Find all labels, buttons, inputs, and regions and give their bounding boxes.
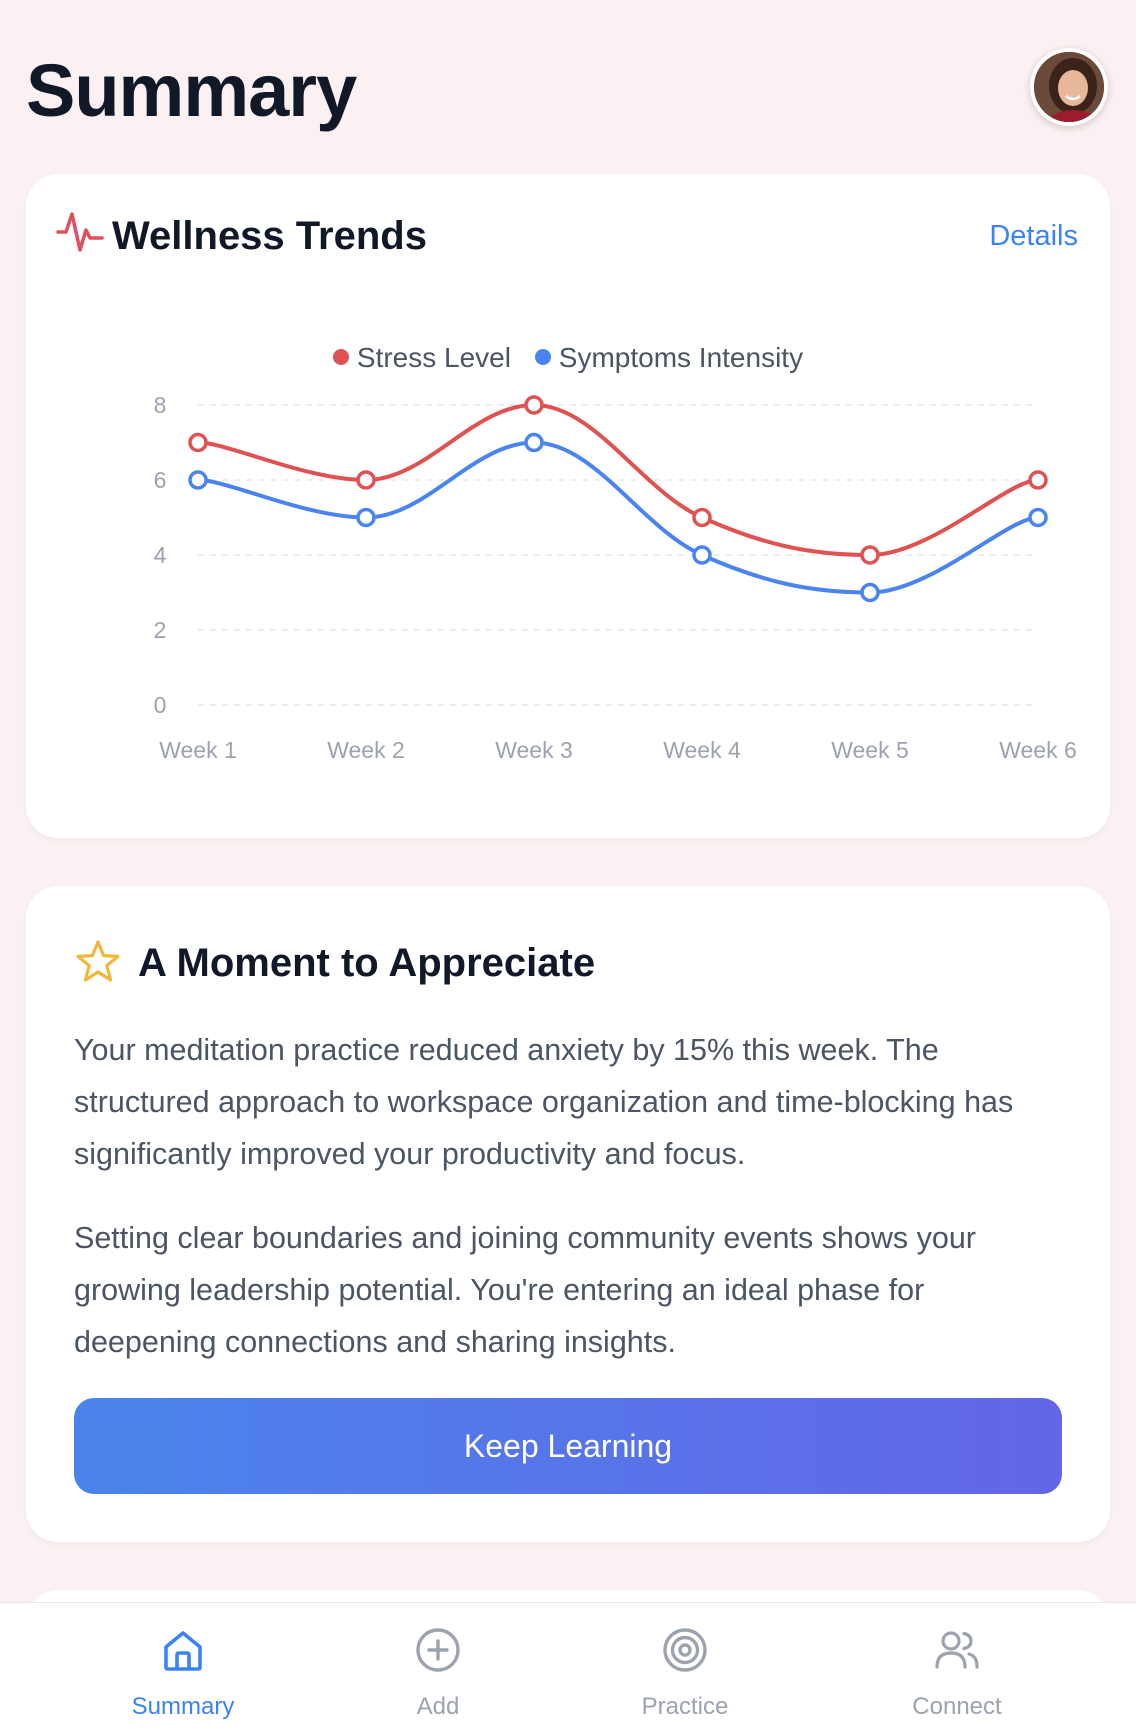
- wellness-trends-title: Wellness Trends: [112, 214, 427, 258]
- avatar[interactable]: [1030, 48, 1108, 126]
- legend-label-stress: Stress Level: [356, 342, 511, 373]
- y-tick-label: 8: [154, 392, 167, 418]
- series-line-symptoms: [196, 440, 1040, 595]
- tab-add[interactable]: Add: [328, 1603, 548, 1730]
- moment-paragraph-2: Setting clear boundaries and joining com…: [74, 1221, 976, 1359]
- y-tick-label: 2: [154, 617, 167, 643]
- tab-label-practice: Practice: [641, 1693, 729, 1720]
- legend-swatch-stress: [332, 349, 349, 365]
- x-tick-label: Week 6: [999, 737, 1077, 763]
- tab-label-summary: Summary: [131, 1693, 235, 1720]
- data-point-symptoms: [860, 582, 880, 603]
- moment-paragraph-1: Your meditation practice reduced anxiety…: [74, 1033, 1014, 1171]
- header: Summary: [26, 44, 1110, 144]
- home-icon: [164, 1631, 202, 1671]
- y-tick-label: 0: [154, 692, 167, 718]
- moment-title: A Moment to Appreciate: [138, 941, 596, 985]
- data-point-symptoms: [1028, 507, 1048, 528]
- tab-label-add: Add: [416, 1693, 460, 1720]
- bottom-tab-bar: Summary Add Practice Connect: [0, 1602, 1136, 1730]
- x-tick-label: Week 4: [663, 737, 741, 763]
- wellness-line-chart: 0 2 4 6 8 Week 1 Week 2 Week 3 Week 4 Week 5 Week …: [154, 392, 1077, 763]
- moment-header: A Moment to Appreciate: [74, 936, 1062, 992]
- details-link[interactable]: Details: [989, 220, 1078, 252]
- tab-practice[interactable]: Practice: [575, 1603, 795, 1730]
- users-icon: [935, 1631, 979, 1669]
- y-tick-label: 6: [154, 467, 167, 493]
- moment-card: A Moment to Appreciate Your meditation p…: [26, 886, 1110, 1542]
- legend-item-symptoms: Symptoms Intensity: [534, 342, 804, 374]
- data-point-symptoms: [356, 507, 376, 528]
- chart-legend: Stress Level Symptoms Intensity: [26, 342, 1110, 374]
- series-line-stress: [196, 402, 1040, 558]
- wellness-trends-card: Wellness Trends Details Stress Level Sym…: [26, 174, 1110, 838]
- tab-summary[interactable]: Summary: [73, 1603, 293, 1730]
- data-point-symptoms: [692, 545, 712, 565]
- data-point-stress: [692, 507, 712, 528]
- data-point-stress: [356, 470, 376, 490]
- x-tick-label: Week 3: [495, 737, 573, 763]
- target-icon: [663, 1628, 707, 1672]
- plus-circle-icon: [416, 1628, 460, 1672]
- data-point-stress: [860, 545, 880, 565]
- x-tick-label: Week 5: [831, 737, 909, 763]
- avatar-image: [1034, 52, 1104, 122]
- data-point-stress: [1028, 470, 1048, 490]
- x-tick-label: Week 1: [159, 737, 237, 763]
- tab-label-connect: Connect: [912, 1693, 1002, 1720]
- legend-item-stress: Stress Level: [332, 342, 511, 374]
- data-point-stress: [524, 395, 544, 415]
- data-point-symptoms: [524, 432, 544, 453]
- legend-swatch-symptoms: [534, 349, 551, 365]
- wellness-trends-header: Wellness Trends Details: [56, 208, 1080, 264]
- page-title: Summary: [26, 49, 357, 132]
- star-icon: [76, 940, 120, 982]
- legend-label-symptoms: Symptoms Intensity: [558, 342, 804, 373]
- x-tick-label: Week 2: [327, 737, 405, 763]
- activity-icon: [56, 212, 104, 252]
- keep-learning-button[interactable]: Keep Learning: [74, 1398, 1062, 1494]
- data-point-symptoms: [188, 470, 208, 490]
- tab-connect[interactable]: Connect: [847, 1603, 1067, 1730]
- y-tick-label: 4: [154, 542, 167, 568]
- data-point-stress: [188, 432, 208, 453]
